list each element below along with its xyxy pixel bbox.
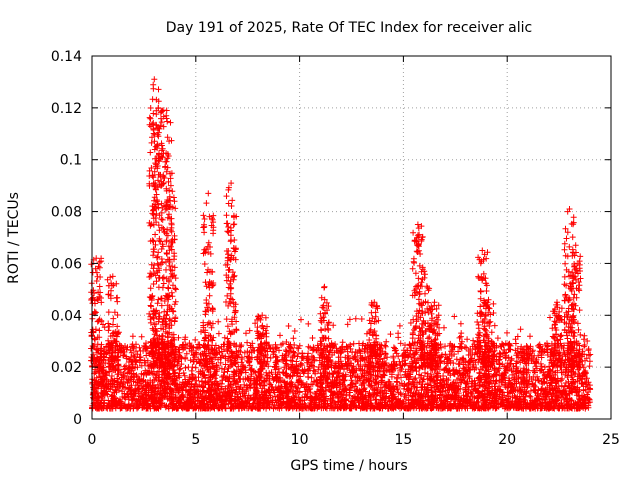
x-tick-label: 25 [602,432,620,448]
x-tick-label: 20 [498,432,516,448]
y-tick-label: 0.14 [51,49,82,65]
y-tick-label: 0.02 [51,360,82,376]
y-tick-label: 0.06 [51,256,82,272]
y-axis-label: ROTI / TECUs [6,192,22,284]
axis-ticks: 0 5 10 15 20 25 0 0.02 0.04 0.06 0.08 0.1 0.12 0.14 [51,49,620,448]
x-tick-label: 15 [394,432,412,448]
scatter-markers [88,76,594,412]
chart-title: Day 191 of 2025, Rate Of TEC Index for r… [166,20,532,36]
x-tick-label: 10 [291,432,309,448]
y-tick-label: 0.04 [51,308,82,324]
x-tick-label: 0 [88,432,97,448]
x-tick-label: 5 [191,432,200,448]
x-axis-label: GPS time / hours [290,458,407,474]
y-tick-label: 0 [73,412,82,428]
y-tick-label: 0.12 [51,101,82,117]
grid-lines [92,56,611,419]
y-tick-label: 0.1 [60,153,82,169]
y-tick-label: 0.08 [51,205,82,221]
data-points [88,76,594,412]
plot-frame [91,55,612,420]
